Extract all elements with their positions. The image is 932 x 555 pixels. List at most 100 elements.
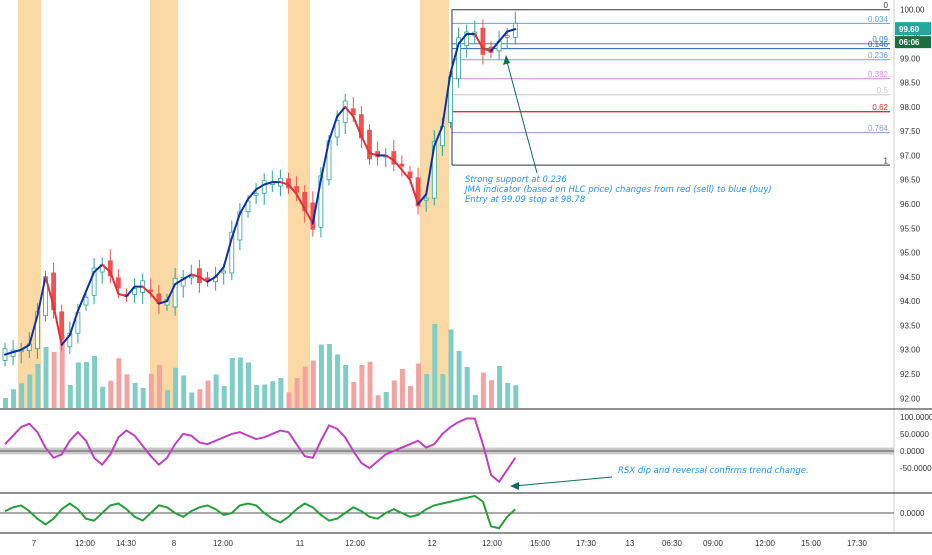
price-tick-label: 96.00 xyxy=(900,200,921,209)
candle-body xyxy=(229,231,235,274)
rsx-annotation-text: RSX dip and reversal confirms trend chan… xyxy=(618,466,809,476)
jma-segment-buy xyxy=(166,283,177,303)
volume-bar xyxy=(173,367,179,408)
fibonacci-retracement[interactable]: 0 0.034 0.090.146 0.236 0.382 0.5 0.62 0.764 1 xyxy=(451,1,890,166)
time-tick-label: 06:30 xyxy=(662,539,683,548)
volume-bar xyxy=(35,364,41,408)
rsx-panel[interactable]: 100.0000 50.0000 0.0000 -50.0000 xyxy=(0,413,932,484)
volume-bar xyxy=(383,392,389,408)
price-tick-label: 96.50 xyxy=(900,176,921,185)
candle-body xyxy=(407,171,413,179)
jma-segment-sell xyxy=(344,105,355,118)
jma-segment-buy xyxy=(60,334,71,346)
volume-bar xyxy=(335,354,341,408)
candle-body xyxy=(107,260,113,277)
time-tick-label: 12:00 xyxy=(345,539,366,548)
volume-bar xyxy=(351,382,357,408)
last-price-badge[interactable] xyxy=(895,22,931,36)
candle-body xyxy=(504,35,510,38)
jma-segment-buy xyxy=(490,40,501,52)
annotation-arrow-line xyxy=(505,57,538,174)
jma-segment-buy xyxy=(506,28,517,33)
jma-segment-sell xyxy=(360,135,371,154)
candle-body xyxy=(391,151,397,165)
jma-segment-buy xyxy=(157,300,168,305)
candle-body xyxy=(399,163,405,167)
price-tick-label: 98.50 xyxy=(900,79,921,88)
candle-body xyxy=(221,270,227,274)
price-tick-label: 95.50 xyxy=(900,224,921,233)
volume-bar xyxy=(124,374,130,408)
time-badge[interactable] xyxy=(895,36,931,49)
volume-bar xyxy=(84,362,89,408)
jma-segment-buy xyxy=(182,273,193,281)
jma-segment-buy xyxy=(433,125,444,147)
fib-level-label: 0.5 xyxy=(877,86,889,95)
volume-bar xyxy=(92,356,98,408)
jma-segment-sell xyxy=(352,115,363,137)
candle-body xyxy=(464,31,470,47)
jma-segment-sell xyxy=(117,292,128,298)
rsx-tick-label: 100.0000 xyxy=(900,413,932,422)
rsx-tick-label: -50.0000 xyxy=(900,464,932,473)
jma-segment-buy xyxy=(174,278,185,286)
jma-segment-sell xyxy=(303,207,314,225)
volume-bar xyxy=(229,358,235,408)
volume-bar xyxy=(286,392,292,408)
jma-segment-buy xyxy=(214,266,225,278)
annotation-text: Strong support at 0.236 xyxy=(465,175,567,185)
candle-body xyxy=(367,129,372,160)
jma-segment-sell xyxy=(190,273,201,278)
candle-body xyxy=(253,192,259,196)
time-badge-text: 06:06 xyxy=(899,38,920,47)
price-tick-label: 98.00 xyxy=(900,103,921,112)
jma-segment-buy xyxy=(230,212,241,239)
candle-body xyxy=(83,296,89,306)
jma-segment-sell xyxy=(149,292,160,305)
jma-segment-sell xyxy=(481,47,492,52)
volume-bar xyxy=(197,389,203,408)
time-tick-label: 12:00 xyxy=(213,539,234,548)
jma-segment-buy xyxy=(36,275,47,317)
volume-bar xyxy=(480,372,486,408)
volume-bar xyxy=(67,385,73,408)
rsx-tick-label: 0.0000 xyxy=(900,447,925,456)
time-tick-label: 09:00 xyxy=(703,539,724,548)
candle-body xyxy=(342,100,348,123)
volume-bar xyxy=(391,380,397,408)
volume-bar xyxy=(489,380,494,408)
time-tick-label: 12:00 xyxy=(755,539,776,548)
last-price-text: 99.60 xyxy=(899,25,920,34)
jma-segment-sell xyxy=(287,183,298,196)
jma-segment-sell xyxy=(368,152,379,157)
volume-bar xyxy=(148,373,154,408)
oscillator-panel[interactable]: 0.0000 xyxy=(0,494,925,530)
jma-segment-sell xyxy=(473,33,484,50)
volume-bar xyxy=(213,374,219,408)
volume-bar xyxy=(359,365,365,408)
price-axis[interactable]: 100.0099.5099.0098.5098.0097.5097.0096.5… xyxy=(0,0,932,534)
volume-bar xyxy=(472,395,478,408)
volume-bar xyxy=(505,383,511,408)
jma-segment-buy xyxy=(93,263,104,273)
candle-body xyxy=(188,275,194,279)
volume-bar xyxy=(408,386,413,408)
volume-bar xyxy=(310,360,316,408)
time-tick-label: 13 xyxy=(626,539,635,548)
candle-body xyxy=(261,180,267,194)
time-axis[interactable]: 7 12:00 14:30 8 12:00 11 12:00 12 12:00 15:00 17:3… xyxy=(32,539,868,548)
volume-bar xyxy=(327,344,332,408)
volume-bar xyxy=(262,384,268,408)
price-tick-label: 93.50 xyxy=(900,321,921,330)
jma-segment-buy xyxy=(206,275,217,283)
volume-bar xyxy=(497,366,503,408)
volume-bar xyxy=(318,344,324,408)
annotation-text: Entry at 99.09 stop at 98.78 xyxy=(465,195,586,205)
volume-bar xyxy=(189,392,195,408)
candle-body xyxy=(148,289,154,292)
volume-bar xyxy=(3,398,8,408)
jma-segment-buy xyxy=(441,71,452,128)
fib-level-label: 1 xyxy=(884,157,889,166)
time-tick-label: 14:30 xyxy=(116,539,137,548)
